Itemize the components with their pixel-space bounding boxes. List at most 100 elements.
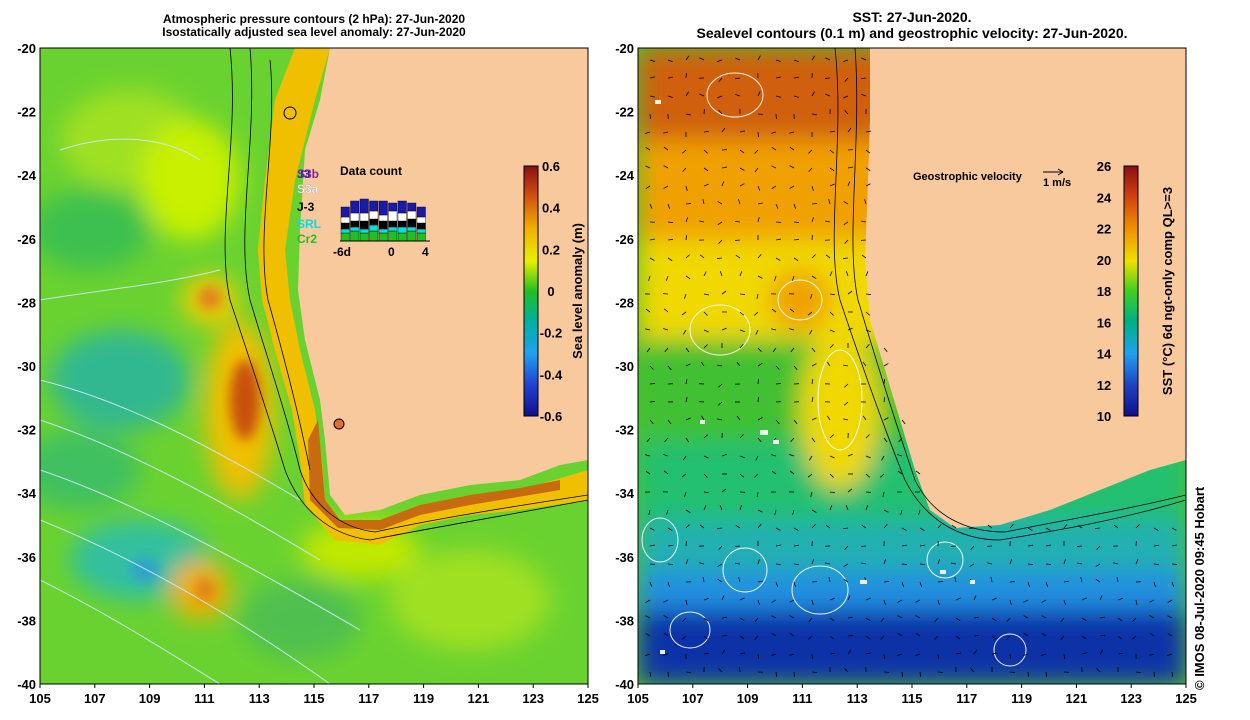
velocity-arrow — [1027, 671, 1029, 678]
data-count-bar — [397, 226, 407, 234]
velocity-arrow — [897, 615, 903, 619]
velocity-arrow — [844, 383, 849, 388]
velocity-arrow — [685, 671, 692, 674]
velocity-arrow — [955, 617, 961, 622]
velocity-arrow — [865, 635, 871, 640]
colorbar-tick-label: 0.4 — [542, 201, 561, 216]
velocity-arrow — [774, 275, 777, 281]
velocity-arrow — [865, 505, 869, 511]
velocity-arrow — [703, 271, 707, 277]
x-tick-label: 119 — [413, 691, 434, 706]
velocity-arrow — [843, 221, 849, 226]
velocity-arrow — [829, 473, 834, 478]
velocity-arrow — [775, 238, 781, 241]
velocity-arrow — [793, 527, 799, 531]
velocity-arrow — [789, 615, 795, 619]
velocity-arrow — [735, 94, 741, 97]
velocity-arrow — [844, 545, 849, 550]
velocity-arrow — [1027, 581, 1030, 587]
velocity-arrow — [843, 401, 849, 406]
data-count-bar — [388, 202, 398, 212]
velocity-arrow — [900, 509, 903, 515]
x-tick-label: 117 — [956, 691, 977, 706]
velocity-arrow — [664, 437, 669, 442]
data-count-bar — [397, 200, 407, 214]
data-count-bar — [397, 220, 407, 228]
velocity-arrow — [1041, 615, 1047, 619]
velocity-arrow — [667, 365, 672, 371]
velocity-arrow — [739, 311, 745, 316]
data-count-bar — [397, 232, 407, 242]
velocity-arrow — [789, 308, 795, 313]
velocity-arrow — [1063, 559, 1066, 565]
velocity-arrow — [703, 652, 709, 655]
velocity-arrow — [703, 293, 709, 296]
y-tick-label: -24 — [615, 168, 635, 183]
velocity-arrow — [681, 149, 687, 154]
data-count-bar — [369, 218, 379, 226]
velocity-arrow — [1117, 617, 1123, 622]
velocity-arrow — [883, 559, 886, 565]
data-count-bar — [340, 206, 350, 218]
velocity-arrow — [667, 419, 672, 425]
velocity-arrow — [757, 580, 764, 583]
velocity-arrow — [865, 311, 870, 316]
velocity-arrow — [717, 364, 723, 367]
velocity-arrow — [865, 652, 871, 655]
velocity-arrow — [1063, 523, 1068, 529]
velocity-arrow — [717, 201, 723, 205]
velocity-arrow — [1153, 563, 1160, 566]
data-count-bar — [378, 232, 388, 242]
velocity-arrow — [717, 221, 723, 226]
velocity-arrow — [721, 166, 727, 169]
velocity-arrow — [719, 505, 723, 511]
velocity-arrow — [793, 203, 797, 209]
velocity-arrow — [649, 581, 653, 587]
velocity-arrow — [793, 76, 799, 79]
velocity-arrow — [811, 55, 816, 61]
velocity-arrow — [901, 581, 904, 587]
velocity-arrow — [991, 617, 997, 622]
velocity-arrow — [718, 383, 723, 388]
velocity-arrow — [826, 415, 831, 421]
velocity-arrow — [847, 127, 852, 133]
velocity-arrow — [865, 597, 871, 601]
velocity-arrow — [717, 418, 723, 421]
velocity-arrow — [1099, 616, 1105, 619]
velocity-arrow — [703, 344, 708, 349]
velocity-arrow — [897, 454, 903, 457]
velocity-arrow — [649, 419, 654, 425]
velocity-arrow — [915, 470, 921, 475]
velocity-arrow — [901, 544, 907, 547]
velocity-arrow — [865, 617, 871, 622]
velocity-arrow — [703, 434, 709, 439]
velocity-arrow — [718, 110, 723, 115]
velocity-arrow — [1171, 544, 1177, 547]
velocity-arrow — [847, 616, 853, 619]
velocity-arrow — [721, 290, 727, 295]
velocity-arrow — [685, 217, 689, 223]
y-tick-label: -30 — [17, 359, 36, 374]
velocity-arrow — [667, 544, 674, 547]
colorbar-tick-label: 22 — [1097, 222, 1111, 237]
velocity-arrow — [645, 470, 651, 475]
velocity-arrow — [645, 454, 651, 457]
x-tick-label: 119 — [1011, 691, 1032, 706]
data-count-bar — [340, 228, 350, 234]
velocity-arrow — [1060, 635, 1065, 640]
velocity-arrow — [774, 509, 777, 515]
velocity-arrow — [793, 95, 799, 98]
velocity-arrow — [1153, 527, 1159, 531]
velocity-arrow — [771, 599, 777, 603]
data-count-bar — [369, 210, 379, 220]
velocity-arrow — [771, 308, 777, 313]
velocity-arrow — [811, 185, 814, 191]
velocity-arrow — [716, 257, 723, 259]
velocity-arrow — [663, 470, 669, 475]
velocity-arrow — [844, 668, 849, 673]
data-count-bar — [350, 200, 360, 214]
velocity-arrow — [1063, 653, 1066, 660]
velocity-arrow — [736, 361, 741, 367]
data-count-bar — [407, 202, 417, 212]
velocity-arrow — [861, 93, 867, 97]
